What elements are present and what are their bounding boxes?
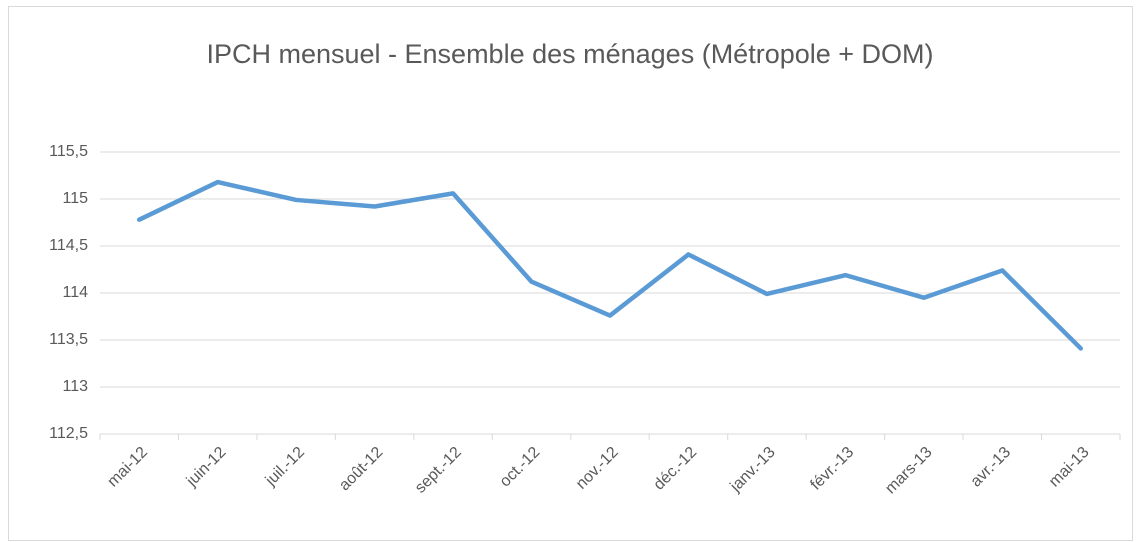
chart-title: IPCH mensuel - Ensemble des ménages (Mét…	[206, 39, 934, 69]
y-tick-label: 115	[62, 190, 88, 207]
y-tick-label: 114,5	[49, 237, 88, 254]
y-tick-label: 113	[62, 378, 88, 395]
y-tick-label: 112,5	[49, 425, 88, 442]
y-tick-label: 113,5	[49, 331, 88, 348]
y-tick-label: 114	[62, 284, 88, 301]
line-series	[136, 179, 1084, 351]
y-tick-label: 115,5	[49, 143, 88, 160]
chart-frame	[8, 6, 1133, 541]
